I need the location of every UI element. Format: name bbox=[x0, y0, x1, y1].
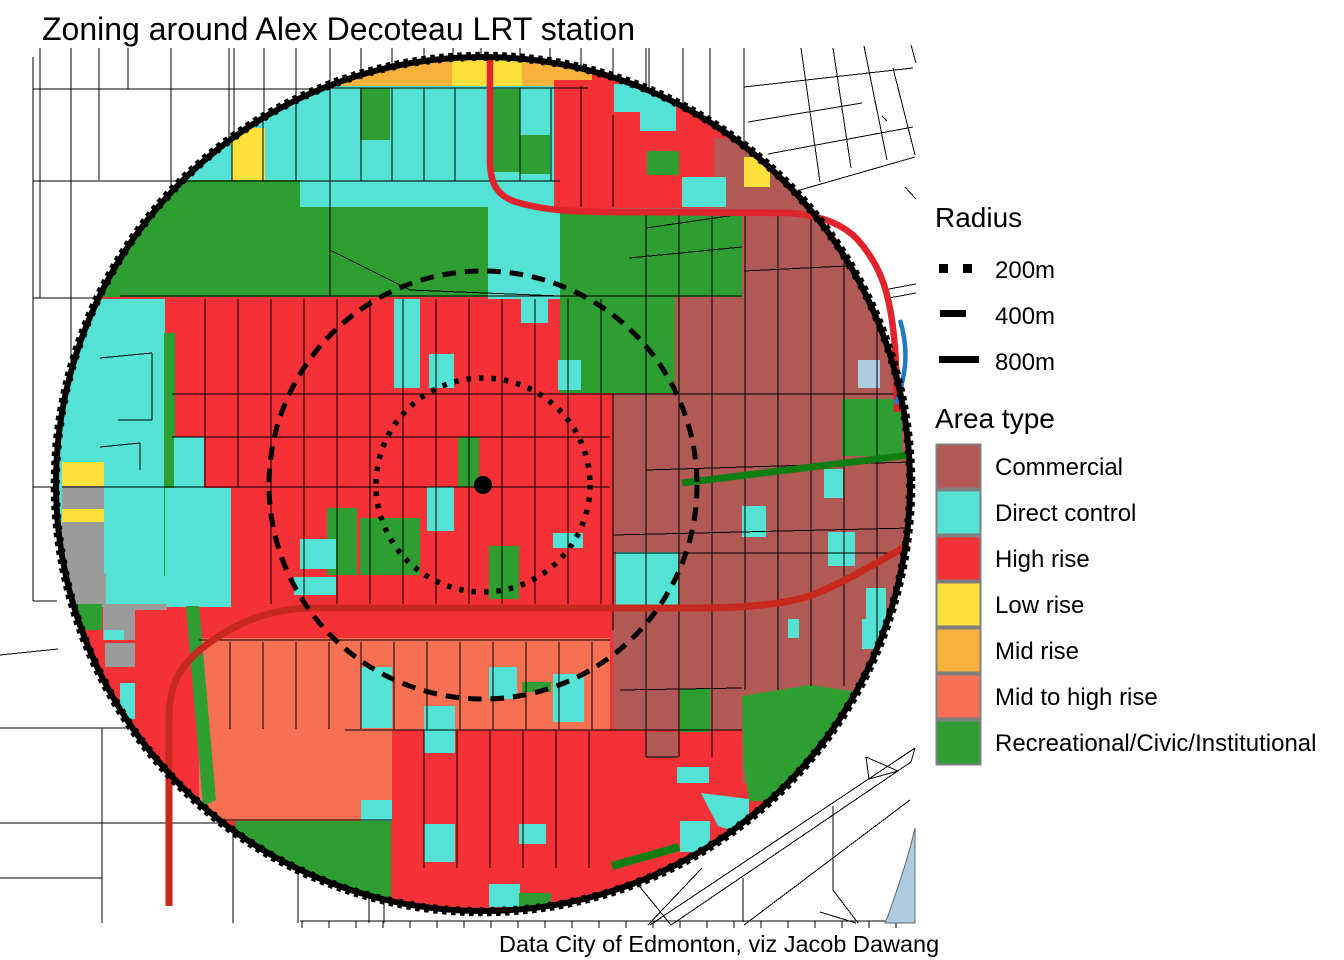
svg-text:Mid to high rise: Mid to high rise bbox=[995, 684, 1158, 711]
svg-text:Commercial: Commercial bbox=[995, 454, 1123, 481]
svg-text:Zoning around Alex Decoteau LR: Zoning around Alex Decoteau LRT station bbox=[42, 11, 635, 47]
svg-text:400m: 400m bbox=[995, 303, 1055, 330]
svg-text:200m: 200m bbox=[995, 257, 1055, 284]
svg-text:High rise: High rise bbox=[995, 546, 1090, 573]
svg-text:Recreational/Civic/Institution: Recreational/Civic/Institutional bbox=[995, 730, 1316, 757]
svg-text:Mid rise: Mid rise bbox=[995, 638, 1079, 665]
svg-text:Data City of Edmonton, viz Jac: Data City of Edmonton, viz Jacob Dawang bbox=[499, 931, 939, 957]
svg-text:Low rise: Low rise bbox=[995, 592, 1084, 619]
svg-text:800m: 800m bbox=[995, 349, 1055, 376]
svg-text:Direct control: Direct control bbox=[995, 500, 1136, 527]
svg-text:Radius: Radius bbox=[935, 202, 1022, 233]
svg-text:Area type: Area type bbox=[935, 403, 1055, 434]
